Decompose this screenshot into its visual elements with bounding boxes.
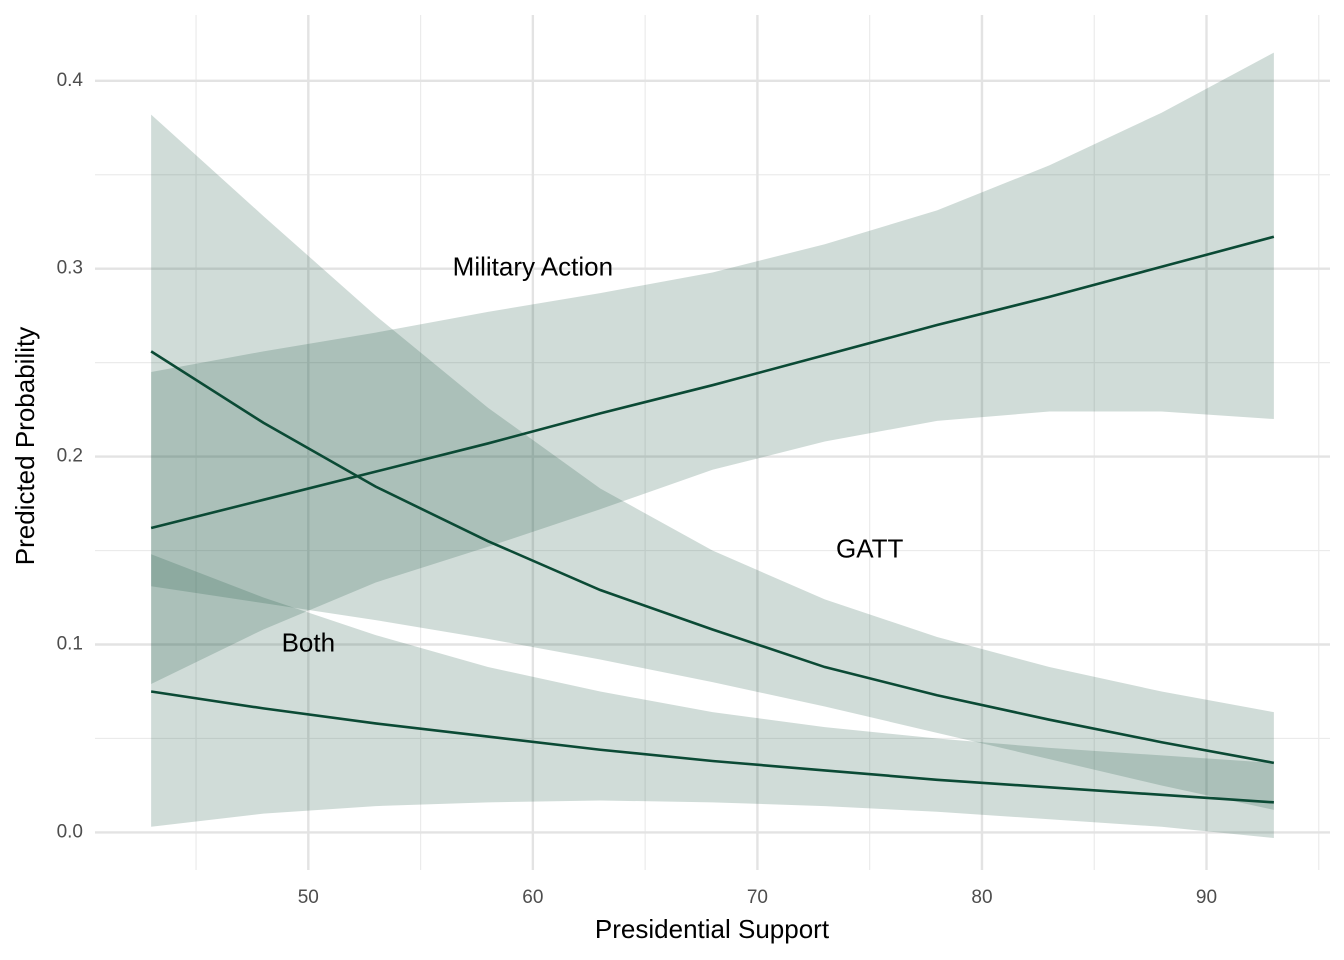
confidence-band — [151, 52, 1274, 684]
y-tick-label: 0.1 — [57, 634, 83, 655]
y-tick-label: 0.2 — [57, 446, 83, 467]
x-axis-title: Presidential Support — [595, 914, 830, 944]
x-tick-label: 70 — [747, 887, 768, 908]
x-tick-label: 50 — [298, 887, 319, 908]
confidence-band — [151, 554, 1274, 839]
confidence-band — [151, 114, 1274, 810]
series-label: GATT — [836, 533, 904, 563]
x-tick-label: 90 — [1196, 887, 1217, 908]
series-label: Both — [282, 627, 336, 657]
series-label: Military Action — [453, 252, 613, 282]
x-tick-label: 60 — [522, 887, 543, 908]
y-tick-label: 0.0 — [57, 821, 83, 842]
line — [150, 690, 1274, 804]
line — [150, 350, 1275, 765]
x-tick-label: 80 — [971, 887, 992, 908]
y-tick-label: 0.4 — [57, 70, 84, 91]
y-axis-title: Predicted Probability — [10, 327, 40, 565]
y-tick-label: 0.3 — [57, 258, 83, 279]
line — [150, 235, 1275, 530]
